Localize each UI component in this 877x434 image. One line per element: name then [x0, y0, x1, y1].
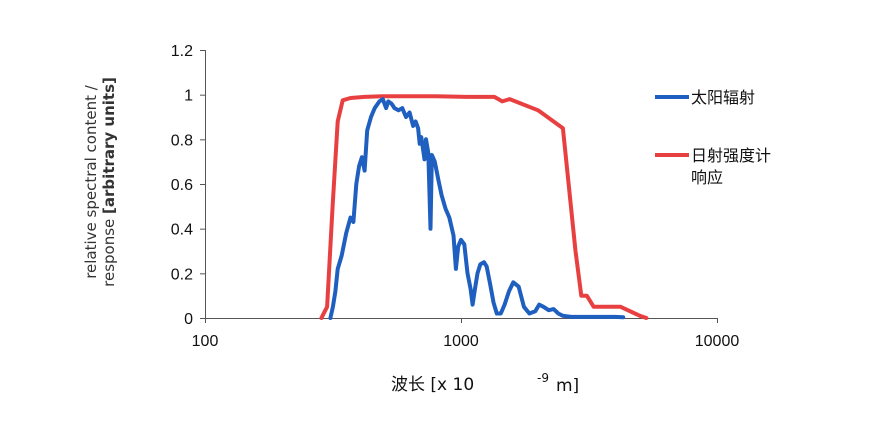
y-tick-label: 0	[184, 311, 193, 328]
y-tick-label: 0.4	[171, 222, 193, 239]
x-axis-label-exponent: -9	[537, 371, 549, 385]
legend-label-pyranometer-line2: 响应	[691, 168, 723, 187]
series-line-pyranometer	[319, 94, 649, 320]
y-tick-label: 1.2	[171, 43, 193, 60]
x-axis-label-main: 波长 [x 10	[391, 375, 474, 395]
series-layer	[319, 94, 649, 320]
series-line-solar	[328, 97, 626, 320]
y-axis-label-line2: response	[100, 214, 118, 287]
x-axis-label-unit: m]	[556, 376, 579, 396]
x-tick-label: 10000	[695, 333, 740, 350]
x-axis-label: 波长 [x 10 -9 m]	[391, 371, 579, 396]
x-ticks: 100 1000 10000	[192, 318, 740, 350]
legend: 太阳辐射 日射强度计 响应	[655, 88, 771, 187]
y-tick-label: 0.2	[171, 266, 193, 283]
y-tick-label: 0.8	[171, 132, 193, 149]
y-axis-label-line1: relative spectral content /	[82, 84, 100, 279]
y-tick-label: 1	[184, 88, 193, 105]
y-axis-label-units: [arbitrary units]	[100, 77, 118, 214]
x-tick-label: 100	[192, 333, 219, 350]
x-tick-label: 1000	[443, 333, 479, 350]
y-ticks: 0 0.2 0.4 0.6 0.8 1 1.2	[171, 43, 205, 328]
legend-label-pyranometer-line1: 日射强度计	[691, 146, 771, 165]
svg-text:response [arbitrary units]: response [arbitrary units]	[100, 77, 118, 287]
legend-label-solar: 太阳辐射	[691, 88, 755, 107]
svg-text:relative spectral content /: relative spectral content /	[82, 84, 100, 279]
y-tick-label: 0.6	[171, 177, 193, 194]
y-axis-label: relative spectral content / response [ar…	[82, 77, 118, 287]
